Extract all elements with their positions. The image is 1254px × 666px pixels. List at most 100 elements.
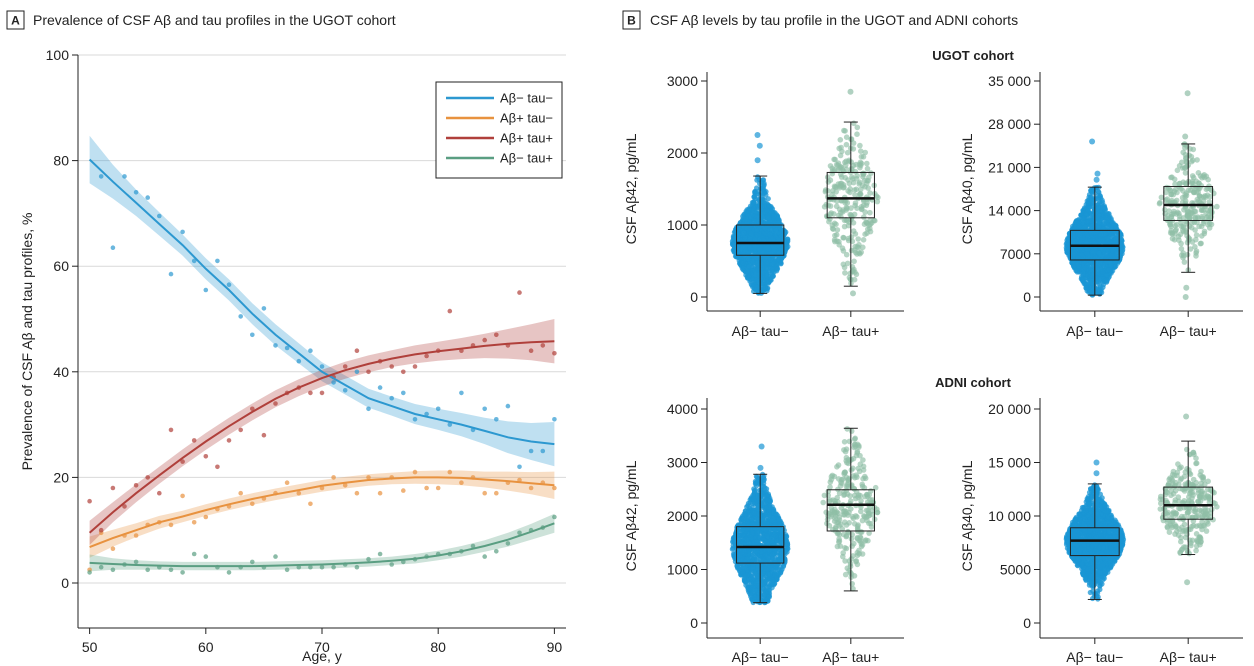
data-point (741, 511, 747, 517)
data-point (839, 148, 845, 155)
data-point (1193, 248, 1200, 254)
panel-a-letter: A (11, 14, 20, 28)
data-point (1167, 187, 1173, 194)
data-point-a-tau (482, 554, 488, 559)
data-point-a-tau (250, 406, 255, 412)
data-point (760, 285, 767, 291)
data-point (1193, 189, 1200, 196)
data-point-a-tau (319, 390, 325, 396)
data-point-a-tau (552, 351, 557, 356)
data-point (1097, 291, 1103, 297)
y-tick-label: 14 000 (988, 203, 1031, 219)
data-point-a-tau (191, 438, 197, 443)
data-point-a-tau (168, 522, 174, 528)
data-point (749, 258, 756, 264)
data-point (1201, 218, 1207, 225)
data-point (766, 223, 772, 229)
data-point (1103, 231, 1109, 237)
data-point (765, 196, 771, 202)
data-point-a-tau (401, 488, 406, 493)
data-point (867, 190, 873, 196)
data-point (762, 256, 768, 262)
adni-cohort-label: ADNI cohort (935, 375, 1012, 390)
data-point (765, 215, 771, 221)
outlier-point (756, 142, 763, 149)
data-point (749, 268, 756, 274)
data-point (843, 134, 850, 140)
outlier-point (1089, 138, 1096, 145)
panel-a-header: A Prevalence of CSF Aβ and tau profiles … (6, 10, 396, 30)
data-point (746, 206, 752, 212)
data-point-a-tau (354, 564, 360, 570)
data-point-a-tau (191, 551, 197, 557)
data-point-a-tau (215, 464, 220, 470)
data-point (825, 179, 832, 185)
y-tick-label: 20 (53, 469, 69, 485)
data-point (851, 187, 858, 193)
data-point (867, 209, 873, 216)
data-point (762, 226, 768, 232)
data-point-a-tau (494, 549, 499, 554)
data-point (744, 225, 750, 232)
data-point (765, 555, 771, 561)
data-point (767, 232, 773, 238)
confidence-band-a-tau (89, 319, 555, 545)
data-point (1176, 210, 1182, 217)
panel-a-letter-box (6, 10, 25, 30)
data-point (832, 232, 838, 239)
data-point (864, 200, 870, 206)
data-point (754, 284, 760, 290)
data-point (745, 268, 751, 274)
data-point-a-tau (168, 271, 174, 277)
data-point (1091, 284, 1097, 291)
data-point (854, 131, 860, 137)
data-point (1172, 228, 1179, 234)
data-point-a-tau (342, 388, 348, 393)
data-point-a-tau (284, 480, 290, 486)
data-point (864, 220, 871, 227)
data-point (766, 547, 772, 554)
data-point (761, 237, 767, 243)
data-point (749, 576, 756, 582)
data-point (1081, 215, 1087, 221)
data-point (865, 177, 871, 184)
data-point (1178, 246, 1185, 252)
data-point-a-tau (168, 567, 174, 573)
legend-label-a-tau: Aβ− tau+ (500, 151, 553, 166)
data-point (754, 474, 760, 480)
data-point-a-tau (366, 475, 371, 480)
data-point (778, 534, 784, 540)
data-point-a-tau (354, 369, 360, 375)
data-point (1089, 223, 1095, 229)
data-point-a-tau (435, 485, 441, 491)
data-point-a-tau (517, 530, 522, 536)
data-point (758, 206, 764, 212)
data-point-a-tau (133, 483, 139, 488)
data-point (1214, 203, 1220, 210)
data-point (756, 231, 762, 237)
data-point-a-tau (203, 287, 209, 293)
data-point-a-tau (284, 567, 290, 573)
y-tick-label: 21 000 (988, 159, 1031, 175)
data-point-a-tau (377, 385, 383, 390)
data-point (746, 244, 752, 251)
data-point (852, 249, 859, 256)
data-point (854, 124, 861, 131)
data-point (780, 227, 786, 233)
data-point (752, 481, 759, 487)
data-point (760, 197, 766, 203)
data-point-a-tau (401, 390, 406, 396)
data-point (860, 174, 866, 180)
outlier-point (847, 88, 854, 95)
data-point (1089, 189, 1095, 195)
data-point (757, 180, 763, 187)
data-point (852, 202, 858, 209)
data-point-a-tau (261, 306, 267, 311)
data-point (760, 177, 767, 183)
panel-b-letter: B (627, 14, 636, 28)
data-point (874, 198, 881, 205)
data-point (1194, 196, 1201, 203)
data-point-a-tau (180, 229, 185, 235)
panel-a-title: Prevalence of CSF Aβ and tau profiles in… (33, 12, 396, 28)
